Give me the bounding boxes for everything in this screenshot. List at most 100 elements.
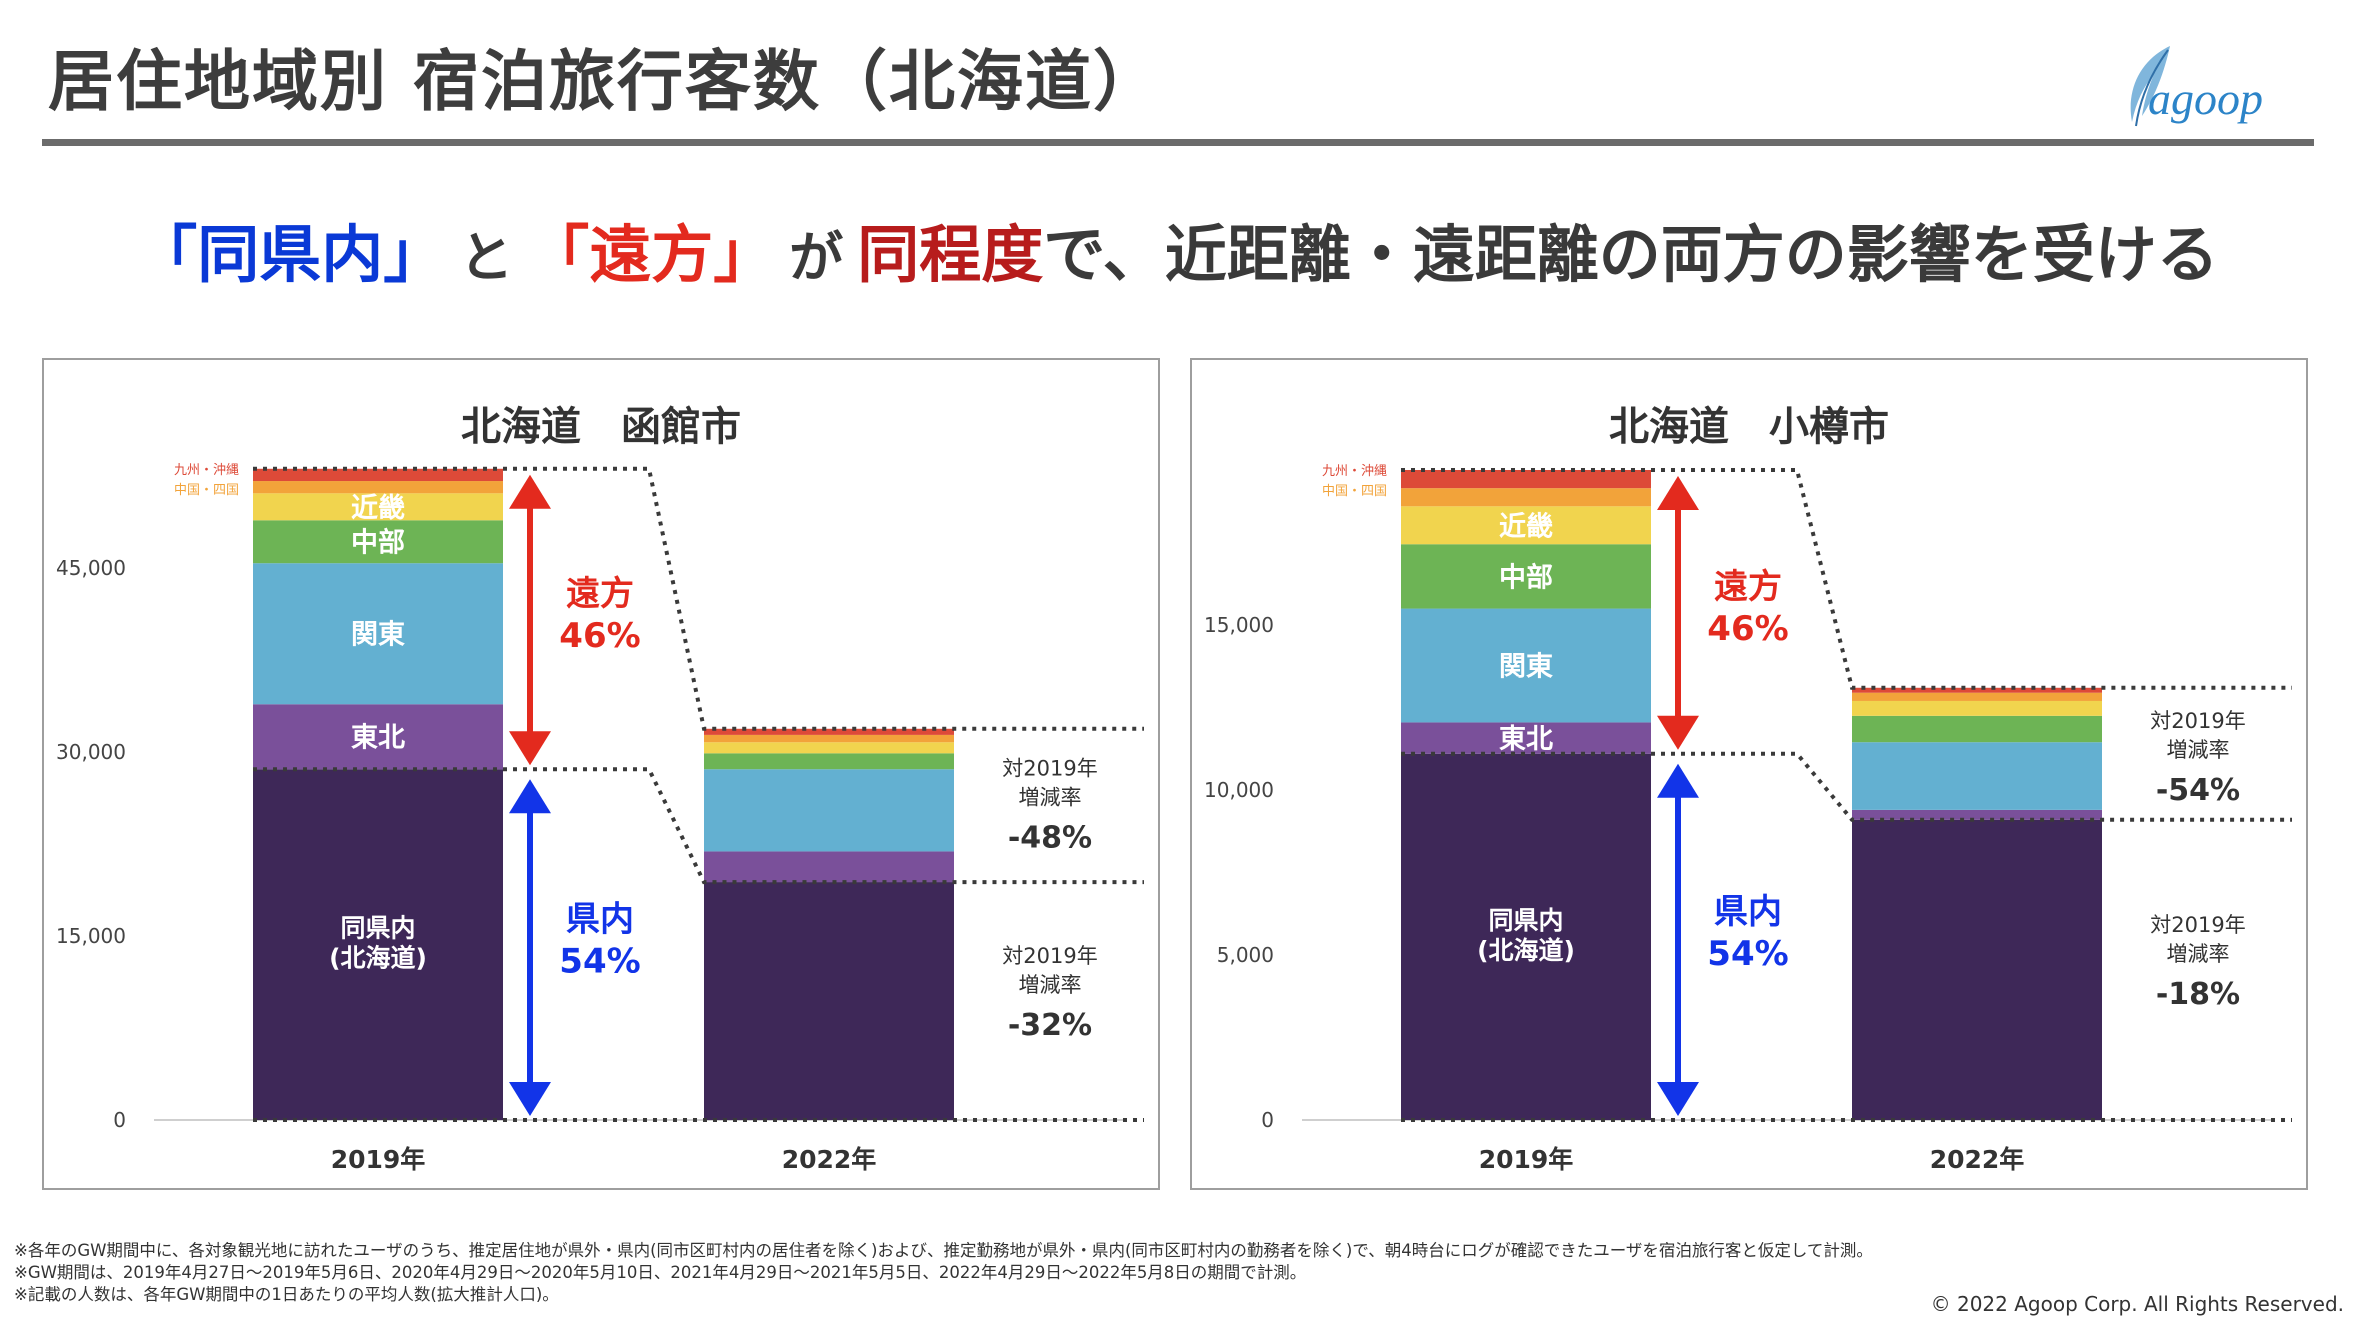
near-arrow (1657, 763, 1699, 1116)
headline: 「同県内」と「遠方」が同程度で、近距離・遠距離の両方の影響を受ける (0, 204, 2354, 294)
far-arrow-head-down (509, 731, 551, 766)
segment-label-line: 同県内 (340, 914, 415, 943)
guide-line-near (253, 767, 1144, 885)
chart-title: 北海道 函館市 (461, 404, 741, 450)
bar-segment-同県内-2022年 (1852, 819, 2102, 1120)
logo-text: agoop (2148, 73, 2263, 124)
x-tick-label: 2022年 (782, 1145, 877, 1174)
chart-panel-hakodate: 北海道 函館市 0 15,000 30,000 45,000 同県内 (北海道) 東北 関東 中部… (42, 358, 1160, 1190)
segment-label: 同県内(北海道) (1477, 906, 1575, 965)
change-rate-far-value: -48% (1008, 820, 1092, 855)
y-tick-label: 15,000 (56, 924, 126, 948)
headline-segment: と (459, 226, 514, 289)
near-arrow-head-down (1657, 1082, 1699, 1116)
segment-label-line: (北海道) (1477, 936, 1575, 965)
bar-segment-中国・四国-2022年 (1852, 692, 2102, 701)
segment-label: 東北 (351, 723, 405, 754)
outside-segment-label: 中国・四国 (1322, 484, 1387, 499)
change-rate-far-label-line: 対2019年 (2150, 709, 2245, 733)
guide-line-total (1401, 468, 2292, 690)
guide-line-total (253, 466, 1144, 731)
change-rate-near-label-line: 増減率 (1019, 973, 1082, 997)
segment-label: 近畿 (351, 493, 405, 524)
chart-hakodate: 北海道 函館市 0 15,000 30,000 45,000 同県内(北海道) 東北 関東 中部… (56, 404, 1144, 1174)
near-arrow-label: 県内 (566, 900, 634, 940)
guide-line-near (1401, 751, 2292, 822)
change-rate-far-label-line: 増減率 (1019, 785, 1082, 809)
headline-segment: 「同県内」 (135, 218, 446, 291)
far-arrow-pct: 46% (559, 616, 640, 656)
footnotes: ※各年のGW期間中に、各対象観光地に訪れたユーザのうち、推定居住地が県外・県内(… (14, 1240, 1873, 1306)
bar-segment-関東-2019年 (253, 563, 503, 705)
far-arrow-head-up (509, 474, 551, 509)
far-arrow-label: 遠方 (566, 574, 634, 614)
segment-label-line: (北海道) (329, 944, 427, 973)
y-tick-label: 0 (1261, 1108, 1274, 1132)
bar-segment-九州・沖縄-2022年 (704, 728, 954, 735)
change-rate-near-label-line: 対2019年 (1002, 944, 1097, 968)
segment-label: 関東 (351, 620, 405, 651)
outside-segment-label: 九州・沖縄 (174, 463, 239, 478)
bar-segment-中部-2022年 (1852, 715, 2102, 743)
y-tick-label: 45,000 (56, 556, 126, 580)
bar-segment-近畿-2022年 (1852, 700, 2102, 716)
bar-segment-近畿-2019年 (1401, 506, 1651, 545)
far-arrow-head-up (1657, 476, 1699, 510)
bar-segment-中部-2022年 (704, 753, 954, 770)
bar-segment-関東-2022年 (1852, 742, 2102, 810)
bar-segment-関東-2019年 (1401, 608, 1651, 723)
bar-segment-東北-2022年 (704, 851, 954, 883)
chart-otaru: 北海道 小樽市 0 5,000 10,000 15,000 同県内(北海道) 東北 関東 中部 近… (1204, 404, 2292, 1174)
bar-segment-同県内-2022年 (704, 882, 954, 1120)
change-rate-far-label-line: 増減率 (2167, 738, 2230, 762)
y-tick-label: 10,000 (1204, 778, 1274, 802)
bar-segment-近畿-2019年 (253, 493, 503, 521)
agoop-logo: agoop (2130, 46, 2263, 127)
near-arrow-label: 県内 (1714, 892, 1782, 932)
far-arrow-pct: 46% (1707, 609, 1788, 649)
bar-segment-東北-2022年 (1852, 809, 2102, 820)
bar-segment-中国・四国-2019年 (1401, 488, 1651, 507)
bar-segment-同県内-2019年 (253, 769, 503, 1120)
y-tick-label: 30,000 (56, 740, 126, 764)
segment-label: 中部 (1499, 561, 1553, 593)
headline-segment: 同程度 (857, 218, 1044, 291)
bar-segment-関東-2022年 (704, 769, 954, 852)
outside-segment-label: 中国・四国 (174, 483, 239, 498)
change-rate-near-label-line: 対2019年 (2150, 913, 2245, 937)
chart-panel-otaru: 北海道 小樽市 0 5,000 10,000 15,000 同県内 (北海道) 東北 関東 中部 近… (1190, 358, 2308, 1190)
y-tick-label: 5,000 (1217, 943, 1274, 967)
bar-segment-東北-2019年 (1401, 722, 1651, 754)
x-tick-label: 2019年 (1479, 1145, 1574, 1174)
segment-label: 関東 (1499, 651, 1553, 682)
bar-segment-中部-2019年 (253, 520, 503, 564)
x-tick-label: 2022年 (1930, 1145, 2025, 1174)
segment-label: 中部 (351, 527, 405, 559)
x-tick-label: 2019年 (331, 1145, 426, 1174)
far-arrow-label: 遠方 (1714, 567, 1782, 607)
segment-label-line: 同県内 (1488, 906, 1563, 935)
change-rate-far-value: -54% (2156, 773, 2240, 808)
near-arrow-pct: 54% (559, 942, 640, 982)
bar-segment-中国・四国-2022年 (704, 734, 954, 743)
bar-segment-近畿-2022年 (704, 742, 954, 754)
bar-segment-九州・沖縄-2022年 (1852, 687, 2102, 693)
y-tick-label: 0 (113, 1108, 126, 1132)
headline-segment: が (789, 226, 844, 289)
far-arrow (1657, 476, 1699, 750)
change-rate-far-label-line: 対2019年 (1002, 756, 1097, 780)
bar-segment-東北-2019年 (253, 704, 503, 770)
outside-segment-label: 九州・沖縄 (1322, 464, 1387, 479)
change-rate-near-value: -18% (2156, 977, 2240, 1012)
segment-label: 東北 (1499, 724, 1553, 755)
footnote: ※GW期間は、2019年4月27日～2019年5月6日、2020年4月29日～2… (14, 1263, 1307, 1282)
bar-segment-九州・沖縄-2019年 (1401, 470, 1651, 489)
near-arrow (509, 779, 551, 1116)
feather-icon-stroke (2135, 49, 2169, 127)
bar-segment-九州・沖縄-2019年 (253, 468, 503, 482)
near-arrow-pct: 54% (1707, 934, 1788, 974)
headline-segment: で、近距離・遠距離の両方の影響を受ける (1043, 218, 2219, 291)
